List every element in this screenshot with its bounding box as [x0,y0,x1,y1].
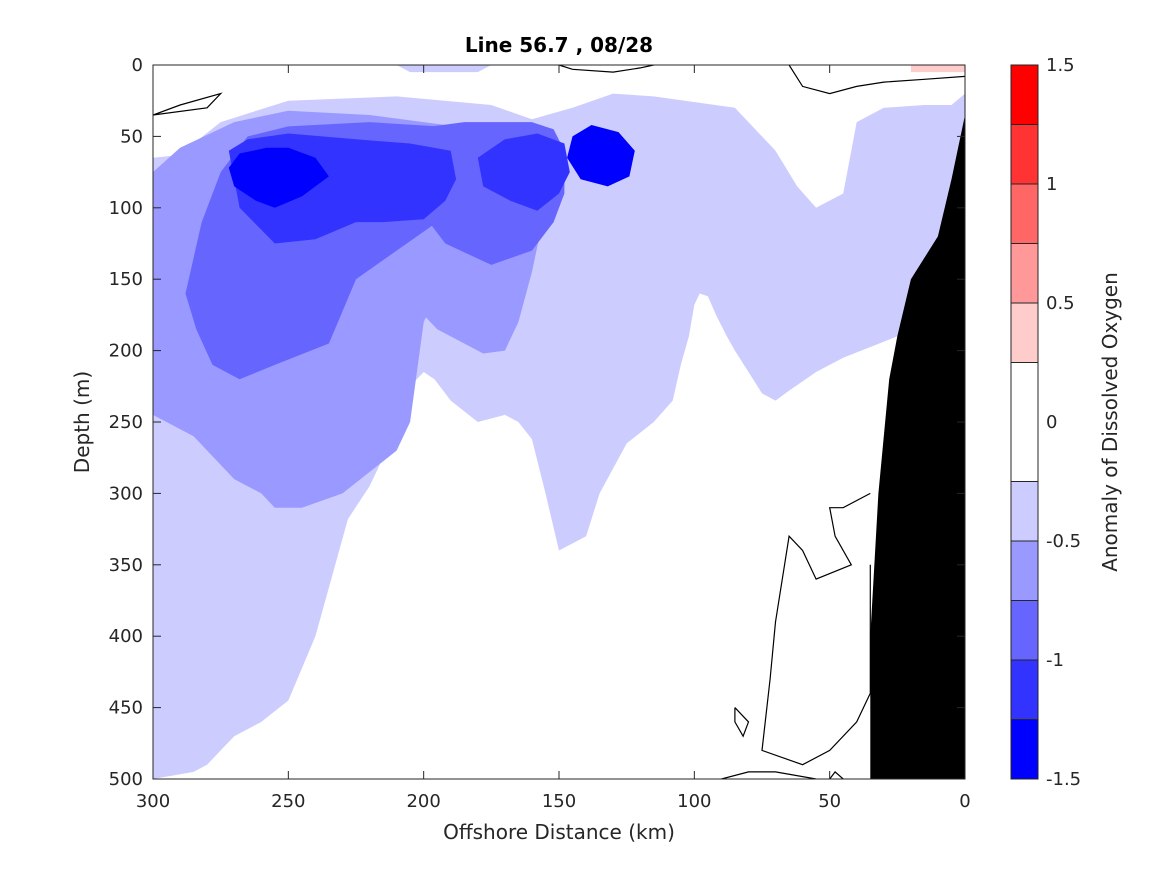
colorbar-band [1011,124,1038,184]
y-tick-label: 0 [132,55,143,76]
x-tick-label: 50 [818,791,841,812]
colorbar-band [1011,303,1038,363]
x-tick-label: 150 [542,791,576,812]
anomaly-above-0.25-region-0 [910,65,965,73]
zero-contour-1 [558,65,654,73]
anomaly-below-minus-1.25-region-1 [567,125,635,187]
colorbar-band [1011,541,1038,601]
colorbar-band [1011,65,1038,125]
colorbar-tick-label: 1.5 [1046,55,1075,76]
y-tick-label: 150 [109,269,143,290]
y-tick-label: 300 [109,483,143,504]
y-tick-label: 50 [120,126,143,147]
colorbar-band [1011,600,1038,660]
colorbar: -1.5 -1 -0.5 0 0.5 1 1.5 [1010,55,1081,790]
x-tick-label: 250 [271,791,305,812]
x-axis-ticks: 300 250 200 150 100 50 0 [136,65,971,812]
colorbar-band [1011,719,1038,779]
colorbar-tick-label: 1 [1046,174,1057,195]
colorbar-tick-label: 0 [1046,412,1057,433]
contour-regions [153,65,965,779]
colorbar-band [1011,481,1038,541]
y-tick-label: 350 [109,555,143,576]
y-tick-label: 400 [109,626,143,647]
zero-contour-2 [788,65,965,95]
anomaly-below-minus-0.25-region-0 [153,65,492,73]
y-tick-label: 450 [109,698,143,719]
colorbar-tick-label: -1.5 [1046,769,1081,790]
x-tick-label: 300 [136,791,170,812]
colorbar-band [1011,243,1038,303]
zero-contour-3 [761,492,871,766]
chart-title: Line 56.7 , 08/28 [465,33,653,57]
y-tick-label: 100 [109,198,143,219]
x-tick-label: 0 [959,791,970,812]
y-axis-label: Depth (m) [70,371,94,473]
x-tick-label: 200 [406,791,440,812]
zero-contour-4 [734,707,750,738]
x-tick-label: 100 [677,791,711,812]
y-tick-label: 250 [109,412,143,433]
colorbar-tick-label: -1 [1046,650,1064,671]
anomaly-below-minus-1.0-region-1 [477,133,570,211]
colorbar-band [1011,660,1038,720]
colorbar-frame [1010,64,1039,780]
y-tick-label: 500 [109,769,143,790]
land-mask-region-0 [870,115,965,779]
zero-contour-6 [829,771,844,779]
x-axis-label: Offshore Distance (km) [443,820,675,844]
colorbar-band [1011,184,1038,244]
y-axis-ticks: 0 50 100 150 200 250 300 350 400 450 500 [109,55,965,790]
colorbar-band [1011,362,1038,482]
colorbar-tick-label: 0.5 [1046,293,1075,314]
y-tick-label: 200 [109,341,143,362]
zero-contour-lines [153,65,965,779]
anomaly-below-minus-1.25-region-0 [228,147,329,208]
colorbar-label: Anomaly of Dissolved Oxygen [1098,272,1122,572]
zero-contour-5 [721,771,817,779]
zero-contour-0 [153,92,223,116]
colorbar-tick-label: -0.5 [1046,531,1081,552]
